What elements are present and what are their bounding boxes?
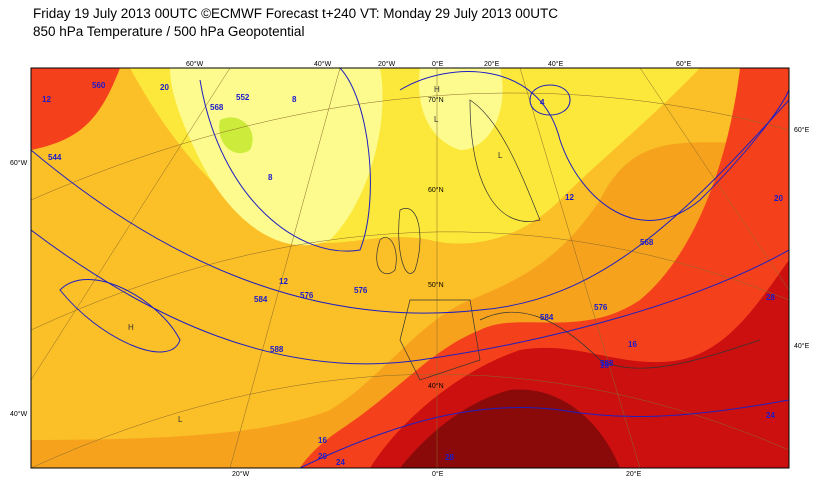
graticule-label: 40°W (314, 60, 332, 68)
geopotential-label: 584 (540, 313, 554, 322)
coastlines (376, 99, 761, 381)
field-hot-nw (31, 68, 120, 150)
graticule-label: 60°E (794, 126, 810, 134)
field-hottest (400, 389, 620, 468)
geopotential-label: 568 (210, 103, 224, 112)
pressure-label: L (434, 115, 439, 124)
geopotential-label: 560 (92, 81, 106, 90)
map-frame (30, 67, 790, 469)
temperature-label: 16 (318, 436, 327, 445)
graticule-label: 0°E (432, 470, 444, 478)
geopotential-label: 552 (236, 93, 250, 102)
temperature-label: 8 (268, 173, 273, 182)
graticule-label: 50°N (428, 281, 444, 289)
geopotential-label: 576 (300, 291, 314, 300)
geopotential-label: 568 (640, 238, 654, 247)
graticule-label: 40°E (548, 60, 564, 68)
temperature-label: 12 (565, 193, 574, 202)
graticule (31, 68, 789, 468)
temperature-label: 12 (279, 277, 288, 286)
geopotential-label: 576 (354, 286, 368, 295)
temperature-label: 20 (318, 452, 327, 461)
field-cool-2 (419, 68, 503, 150)
title: Friday 19 July 2013 00UTC ©ECMWF Forecas… (33, 6, 559, 21)
temperature-label: 24 (766, 411, 775, 420)
temperature-label: 24 (336, 458, 345, 467)
field-cool (170, 68, 383, 246)
temperature-label: 20 (774, 194, 783, 203)
temperature-label: 12 (42, 95, 51, 104)
pressure-label: L (178, 415, 183, 424)
geopotential-label: 544 (48, 153, 62, 162)
graticule-label: 20°W (378, 60, 396, 68)
graticule-label: 40°N (428, 382, 444, 390)
geopotential-label: 588 (270, 345, 284, 354)
geopotential-label: 576 (594, 303, 608, 312)
pressure-label: H (434, 85, 440, 94)
temperature-label: 28 (445, 453, 454, 462)
graticule-label: 0°E (432, 60, 444, 68)
pressure-label: L (498, 151, 503, 160)
graticule-label: 60°W (186, 60, 204, 68)
graticule-label: 20°E (626, 470, 642, 478)
map-fields (31, 68, 789, 468)
graticule-label: 60°W (10, 159, 28, 167)
subtitle: 850 hPa Temperature / 500 hPa Geopotenti… (33, 24, 305, 39)
geopotential-label: 588 (600, 359, 614, 368)
graticule-label: 60°E (676, 60, 692, 68)
graticule-label: 60°N (428, 186, 444, 194)
graticule-label: 20°E (484, 60, 500, 68)
geopotential-label: 584 (254, 295, 268, 304)
temperature-label: 4 (540, 98, 545, 107)
temperature-label: 8 (292, 95, 297, 104)
graticule-label: 40°W (10, 410, 28, 418)
temperature-label: 16 (600, 361, 609, 370)
temperature-label: 28 (766, 293, 775, 302)
temperature-label: 16 (628, 340, 637, 349)
graticule-label: 40°E (794, 342, 810, 350)
graticule-label: 70°N (428, 96, 444, 104)
geopotential-contours (31, 68, 789, 468)
pressure-label: H (128, 323, 134, 332)
graticule-label: 20°W (232, 470, 250, 478)
field-cold (219, 117, 253, 154)
temperature-label: 20 (160, 83, 169, 92)
